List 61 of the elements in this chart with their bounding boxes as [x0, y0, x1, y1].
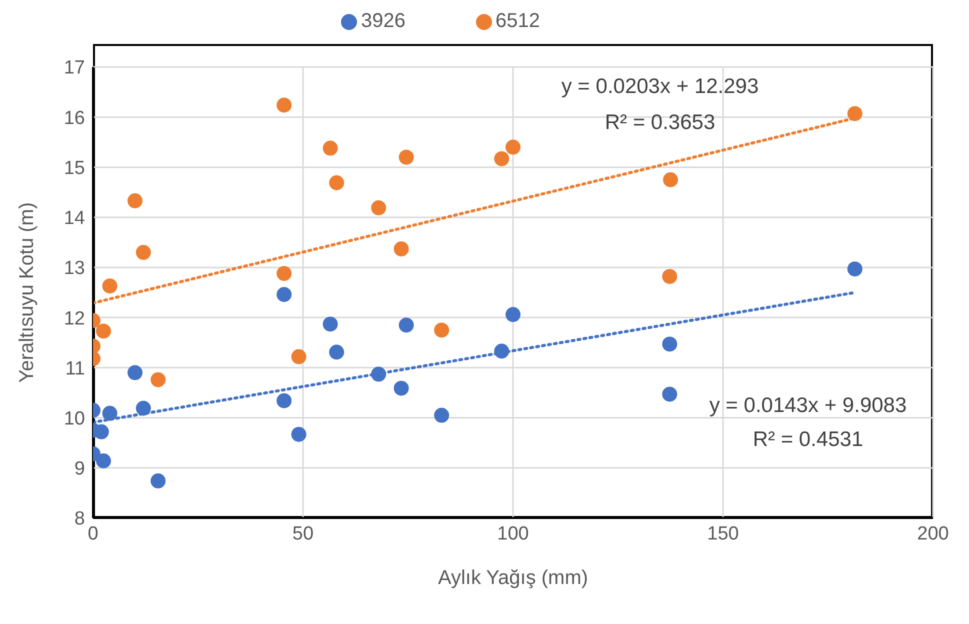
point — [434, 322, 450, 338]
y-tick-label: 17 — [64, 58, 85, 79]
point — [847, 106, 862, 122]
x-tick-label: 50 — [292, 523, 314, 544]
point — [102, 406, 118, 421]
point — [494, 151, 510, 166]
point — [434, 408, 450, 423]
point — [394, 241, 409, 256]
point — [136, 400, 151, 416]
point — [102, 278, 118, 294]
point — [96, 453, 111, 468]
point — [662, 268, 678, 284]
point — [150, 372, 166, 388]
point — [291, 349, 306, 364]
annotation: R² = 0.3653 — [604, 111, 716, 135]
point — [398, 150, 414, 165]
y-tick-label: 15 — [64, 158, 85, 179]
x-tick-label: 150 — [707, 523, 739, 544]
x-axis-title: Aylık Yağış (mm) — [438, 567, 588, 589]
y-tick-label: 10 — [64, 408, 85, 430]
point — [276, 98, 292, 113]
point — [329, 344, 344, 360]
point — [398, 318, 414, 333]
y-tick-label: 8 — [74, 508, 85, 530]
point — [506, 307, 520, 322]
point — [663, 172, 678, 188]
point — [150, 473, 166, 488]
point — [662, 336, 678, 352]
y-tick-label: 16 — [64, 108, 85, 129]
point — [494, 344, 510, 359]
point — [322, 316, 338, 332]
point — [662, 386, 678, 402]
point — [329, 175, 344, 190]
point — [128, 193, 142, 208]
point — [371, 366, 386, 382]
y-tick-label: 11 — [65, 358, 85, 380]
point — [276, 266, 292, 281]
point — [276, 287, 292, 302]
point — [506, 140, 520, 155]
y-axis-title: Yeraltısuyu Kotu (m) — [16, 202, 38, 383]
point — [291, 426, 306, 442]
y-tick-label: 14 — [64, 208, 86, 230]
legend-label: 6512 — [496, 10, 540, 32]
y-tick-label: 9 — [74, 458, 85, 480]
y-tick-label: 13 — [64, 258, 85, 280]
point — [371, 200, 386, 216]
point — [394, 380, 409, 396]
annotation: R² = 0.4531 — [752, 428, 864, 452]
y-tick-label: 12 — [64, 308, 85, 330]
x-tick-label: 200 — [917, 523, 949, 544]
point — [128, 365, 142, 380]
annotation: y = 0.0143x + 9.9083 — [708, 394, 908, 418]
legend-label: 3926 — [361, 10, 406, 32]
point — [96, 324, 111, 339]
point — [847, 261, 862, 276]
point — [136, 244, 151, 260]
x-tick-label: 100 — [497, 523, 529, 544]
point — [322, 140, 338, 156]
annotation: y = 0.0203x + 12.293 — [560, 75, 760, 99]
point — [276, 393, 292, 408]
x-tick-label: 0 — [88, 523, 98, 544]
